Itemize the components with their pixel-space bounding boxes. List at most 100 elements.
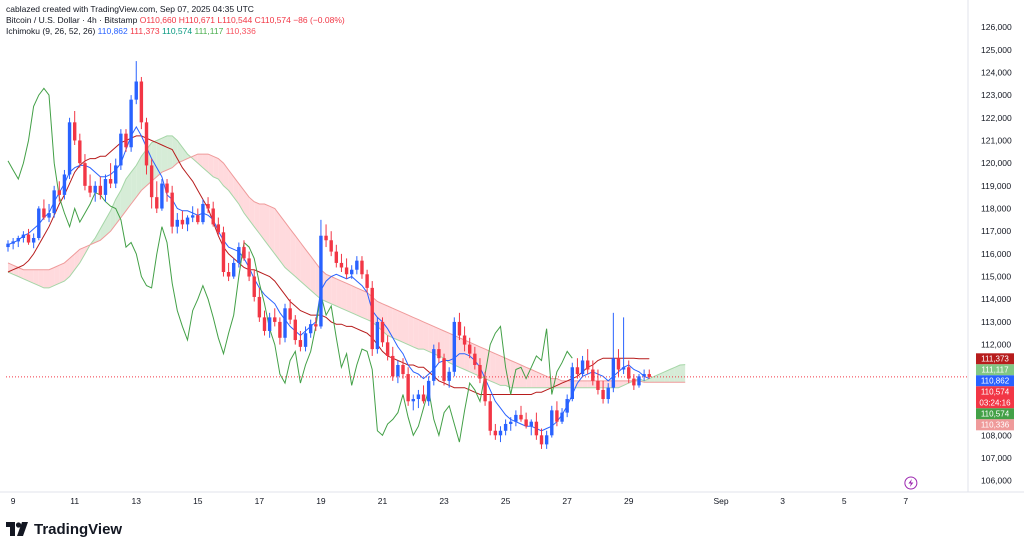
- price-countdown: 03:24:16: [979, 398, 1011, 407]
- cloud-segment: [38, 269, 44, 288]
- ichimoku-lines: [6, 87, 968, 443]
- cloud-segment: [59, 262, 65, 284]
- candle-body: [385, 342, 390, 356]
- cloud-segment: [536, 371, 542, 388]
- candle-body: [324, 235, 328, 241]
- cloud-segment: [249, 197, 255, 227]
- cloud-segment: [28, 269, 34, 284]
- candle-body: [165, 183, 169, 193]
- candlesticks: [6, 61, 651, 449]
- candle-body: [78, 140, 82, 164]
- candle-body: [401, 364, 405, 375]
- symbol-title[interactable]: Bitcoin / U.S. Dollar · 4h · Bitstamp: [6, 15, 138, 25]
- cloud-segment: [582, 380, 588, 388]
- cloud-segment: [269, 206, 275, 254]
- candle-body: [114, 165, 118, 184]
- candle: [432, 344, 436, 386]
- candle-body: [355, 260, 359, 270]
- candle-body: [252, 276, 256, 297]
- candle-body: [637, 376, 641, 386]
- candle-body: [57, 190, 61, 195]
- candle: [155, 181, 159, 214]
- candle-body: [293, 319, 297, 341]
- candle: [611, 312, 616, 393]
- candle: [226, 262, 231, 282]
- candle-body: [514, 414, 518, 422]
- candle-body: [621, 367, 626, 370]
- candle: [355, 256, 359, 275]
- candle-body: [647, 374, 651, 377]
- price-labels: 111,373111,117110,862110,57403:24:16110,…: [976, 353, 1014, 431]
- candle: [621, 317, 626, 375]
- candle: [365, 269, 369, 293]
- candle: [601, 380, 605, 404]
- candle: [616, 349, 621, 377]
- candle: [606, 383, 610, 404]
- candle: [468, 337, 472, 359]
- candle-body: [175, 219, 179, 227]
- x-tick-label: Sep: [714, 496, 729, 506]
- price-label: 110,336: [976, 419, 1014, 431]
- cloud-segment: [505, 358, 511, 388]
- cloud-segment: [305, 249, 311, 291]
- cloud-segment: [659, 371, 665, 383]
- x-tick-label: 13: [132, 496, 142, 506]
- candle: [252, 269, 256, 302]
- y-tick-label: 121,000: [981, 135, 1012, 145]
- candle-body: [498, 430, 503, 436]
- ohlc-high: H110,671: [178, 15, 216, 25]
- candle: [575, 358, 580, 379]
- candle-body: [42, 208, 46, 218]
- price-label: 110,574: [976, 408, 1014, 420]
- candle-body: [442, 358, 446, 381]
- candle: [206, 197, 210, 214]
- candle-body: [221, 232, 226, 273]
- candle: [478, 358, 482, 384]
- cloud-segment: [331, 276, 337, 307]
- candle-body: [339, 262, 344, 268]
- candle: [170, 185, 174, 234]
- price-label-text: 110,862: [981, 377, 1010, 386]
- cloud-segment: [172, 135, 178, 168]
- candle: [647, 369, 651, 379]
- cloud-segment: [274, 208, 280, 261]
- candle-body: [329, 240, 333, 252]
- price-label-bg: [976, 419, 1014, 431]
- cloud-segment: [351, 285, 357, 316]
- candle: [534, 412, 539, 440]
- candle-body: [406, 374, 410, 402]
- candle-body: [267, 317, 272, 331]
- cloud-segment: [444, 330, 450, 363]
- x-tick-label: 23: [439, 496, 449, 506]
- candle-body: [565, 399, 569, 413]
- candle-body: [344, 267, 349, 275]
- candle: [591, 360, 595, 386]
- chart-header: cablazed created with TradingView.com, S…: [6, 4, 345, 37]
- cloud-segment: [397, 310, 404, 343]
- tradingview-logo-icon[interactable]: [6, 522, 28, 536]
- candle-body: [83, 163, 87, 186]
- cloud-segment: [279, 215, 286, 268]
- candle: [288, 299, 292, 325]
- cloud-segment: [100, 219, 106, 241]
- candle: [519, 405, 523, 422]
- cloud-segment: [490, 351, 496, 384]
- candle: [509, 417, 513, 431]
- indicator-title[interactable]: Ichimoku (9, 26, 52, 26): [6, 26, 96, 36]
- cloud-segment: [618, 380, 624, 388]
- candle-body: [503, 423, 508, 431]
- candle-body: [124, 133, 128, 148]
- candle-body: [180, 219, 185, 225]
- candle-body: [170, 192, 174, 227]
- y-tick-label: 124,000: [981, 67, 1012, 77]
- candle-body: [447, 371, 451, 381]
- cloud-segment: [110, 199, 116, 232]
- brand-name[interactable]: TradingView: [34, 520, 123, 538]
- candle-body: [519, 414, 523, 420]
- candle: [550, 405, 554, 438]
- y-tick-label: 122,000: [981, 113, 1012, 123]
- candle-body: [108, 179, 113, 184]
- candle-body: [288, 308, 292, 320]
